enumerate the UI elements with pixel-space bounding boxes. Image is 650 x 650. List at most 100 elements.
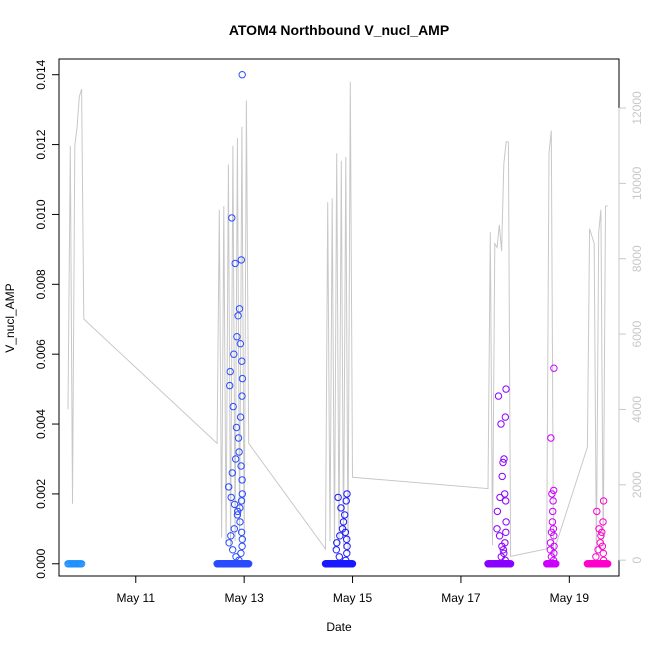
y2-tick-label: 10000 [630,166,644,200]
data-point [506,560,515,568]
data-point [228,469,237,477]
data-point [499,546,507,554]
data-point [550,364,558,372]
x-tick-label: May 19 [550,591,590,605]
data-point [599,556,608,564]
data-point [230,500,239,509]
data-point [547,434,555,442]
data-point [236,518,244,526]
data-point [238,71,246,79]
data-point [499,458,507,467]
data-point [592,553,600,561]
y-tick-label: 0.012 [34,129,48,159]
data-point [231,259,239,268]
y-tick-label: 0.000 [34,548,48,578]
data-point [549,497,557,505]
data-point [225,539,233,547]
y2-tick-label: 8000 [630,245,644,272]
data-point [237,256,246,264]
x-tick-label: May 17 [441,591,481,605]
data-point [229,402,237,411]
data-point [225,483,233,491]
data-point [343,542,351,550]
axes: May 11 May 13 May 15 May 17 May 19 0.000 0.002… [34,59,644,605]
y2-tick-label: 12000 [630,91,644,125]
data-point [245,560,253,568]
data-point [550,542,558,550]
data-point [229,546,237,554]
data-point [549,525,558,533]
point-series [64,71,612,568]
data-point [343,535,351,543]
data-point [233,333,241,341]
data-point [237,528,246,536]
data-point [238,357,246,365]
data-point [238,535,247,543]
data-point [498,472,506,481]
data-point [550,532,558,540]
data-point [502,528,510,536]
data-point [226,367,234,376]
x-tick-label: May 11 [117,591,156,605]
data-point [235,305,244,313]
data-point [348,560,357,568]
data-point [232,423,241,432]
data-point [495,532,504,540]
data-point [548,490,556,498]
data-point [502,518,510,526]
data-point [343,490,351,498]
data-point [235,556,243,564]
data-point [501,490,509,498]
data-point [500,455,508,463]
data-point [549,556,558,564]
data-point [501,556,509,564]
data-point [235,448,243,456]
x-tick-label: May 15 [333,591,373,605]
data-point [341,528,350,536]
y-tick-label: 0.010 [34,199,48,229]
data-point [339,518,348,526]
y-axis-label: V_nucl_AMP [3,283,17,352]
data-point [334,493,342,502]
data-point [236,340,245,348]
y2-tick-label: 0 [630,557,644,564]
data-point [227,532,235,540]
data-point [593,507,601,516]
data-point [237,462,245,470]
line-series [67,81,608,558]
data-point [498,542,506,550]
data-point [496,493,504,502]
data-point [599,518,607,526]
data-point [238,490,247,498]
data-point [549,507,557,516]
data-point [546,539,555,547]
data-point [234,434,243,442]
data-point [238,374,247,383]
data-point [343,549,351,557]
data-point [548,518,557,526]
data-point [494,392,503,400]
y2-tick-label: 2000 [630,471,644,498]
data-point [227,493,235,502]
data-point [493,507,502,516]
y-tick-label: 0.014 [34,59,48,89]
data-point [342,497,350,505]
y2-tick-label: 4000 [630,396,644,423]
data-point [501,413,509,421]
data-point [502,497,510,505]
y-tick-label: 0.008 [34,269,48,299]
data-point [236,413,245,421]
data-point [228,214,236,222]
data-point [77,560,86,568]
data-point [226,381,234,390]
y-tick-label: 0.004 [34,409,48,439]
data-point [230,525,239,533]
data-point [342,556,350,564]
data-point [232,455,240,463]
data-point [234,312,242,320]
data-point [550,486,558,495]
data-point [238,542,246,550]
data-point [597,532,605,540]
data-point [233,511,242,519]
